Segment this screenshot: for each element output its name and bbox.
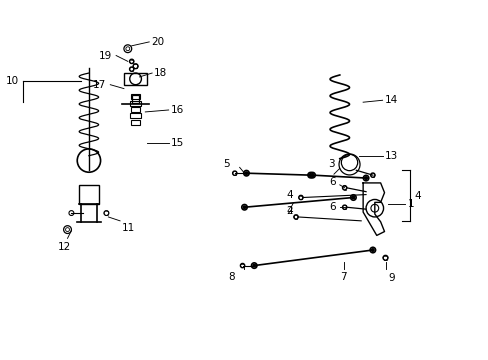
Circle shape [364, 177, 366, 179]
Circle shape [309, 174, 311, 176]
Text: 10: 10 [6, 76, 20, 86]
Text: 12: 12 [58, 242, 71, 252]
Text: 15: 15 [170, 138, 183, 148]
Text: 2: 2 [286, 206, 292, 216]
Text: 6: 6 [328, 177, 335, 187]
Circle shape [311, 174, 313, 176]
Text: 17: 17 [93, 80, 106, 90]
Text: 20: 20 [151, 37, 164, 47]
Bar [131, 95, 139, 103]
Text: 6: 6 [328, 202, 335, 212]
Bar [130, 107, 140, 112]
Bar [129, 113, 141, 118]
Text: 11: 11 [122, 223, 135, 233]
Circle shape [253, 264, 255, 267]
Bar [79, 185, 99, 204]
Text: 19: 19 [99, 50, 112, 60]
Text: 3: 3 [327, 159, 334, 170]
Text: 5: 5 [223, 159, 229, 170]
Text: 13: 13 [384, 151, 397, 161]
Bar [130, 94, 140, 99]
Bar [123, 73, 147, 85]
Text: 4: 4 [414, 190, 421, 201]
Bar [129, 101, 141, 105]
Text: 16: 16 [170, 105, 183, 115]
Text: 18: 18 [154, 68, 167, 78]
Circle shape [371, 249, 373, 251]
Circle shape [245, 172, 247, 174]
Text: 1: 1 [407, 199, 414, 209]
Text: 4: 4 [286, 206, 292, 216]
Bar [130, 120, 140, 125]
Circle shape [243, 206, 245, 208]
Text: 14: 14 [384, 95, 397, 105]
Text: 9: 9 [387, 273, 394, 283]
Text: 8: 8 [228, 273, 234, 282]
Circle shape [351, 196, 354, 199]
Text: 4: 4 [286, 190, 292, 199]
Text: 7: 7 [340, 273, 346, 282]
